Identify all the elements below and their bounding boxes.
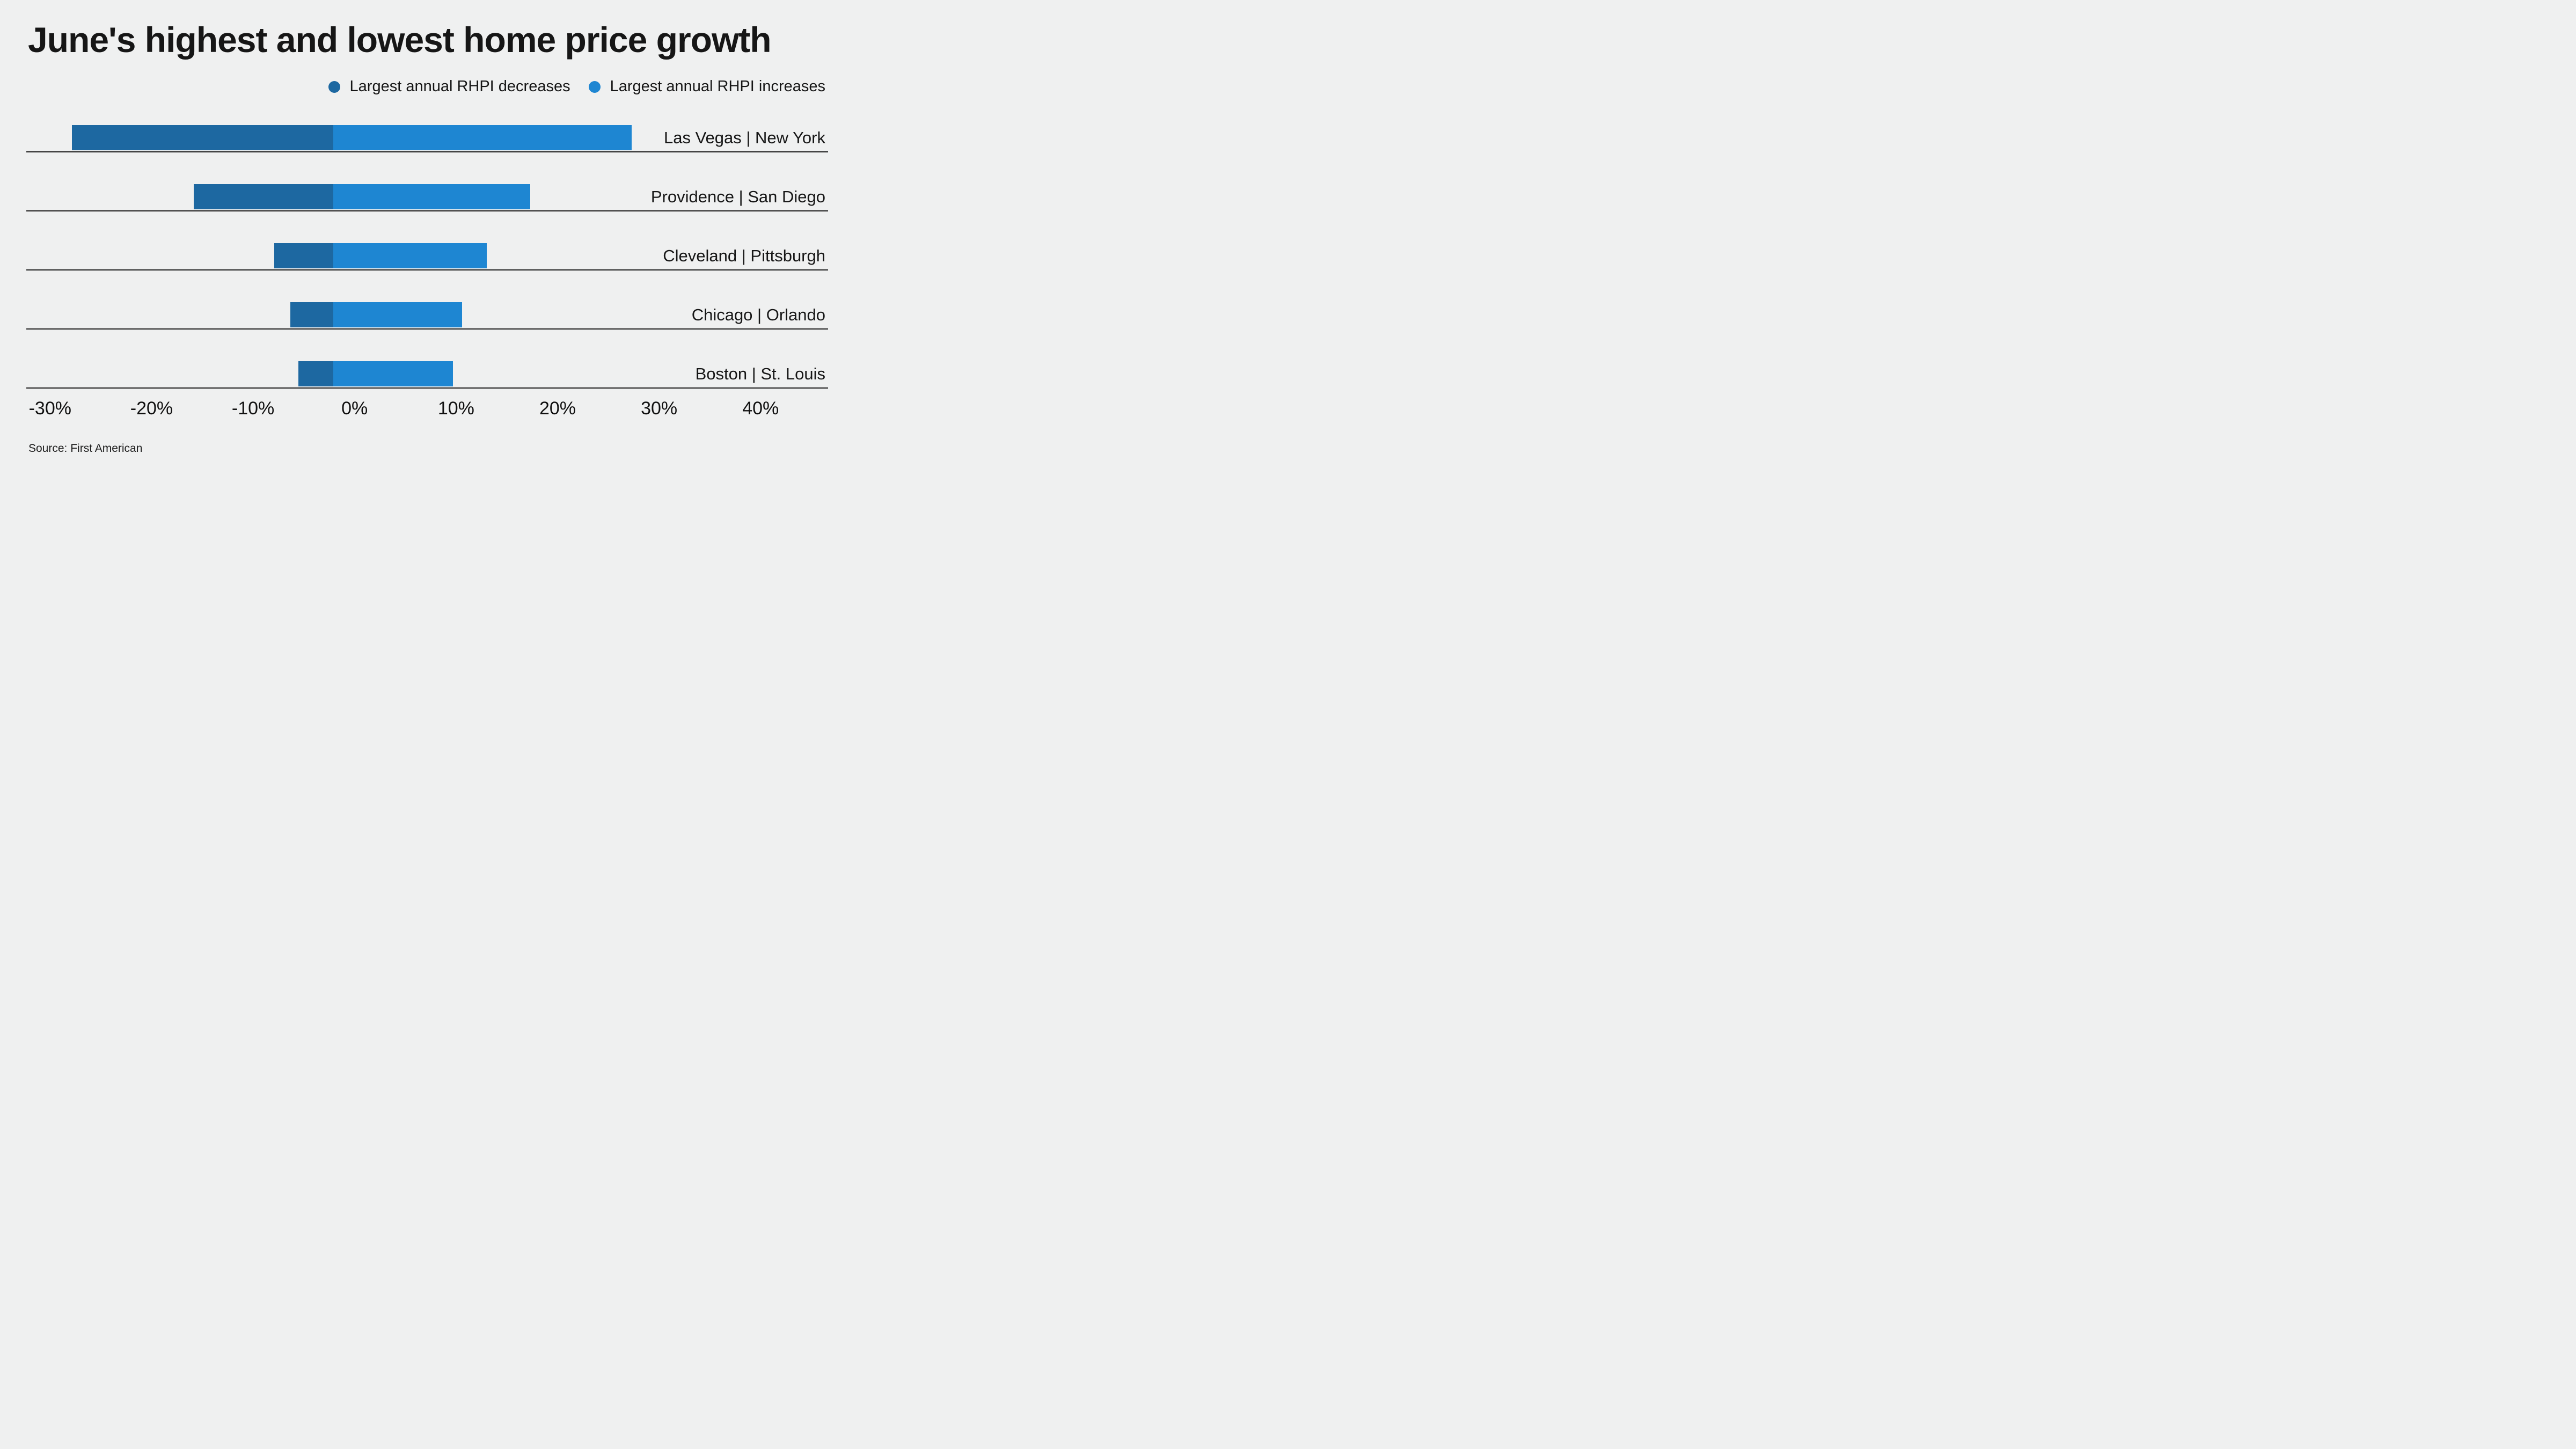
axis-tick-label: 40% <box>742 398 779 419</box>
chart-row: Chicago | Orlando <box>0 298 859 357</box>
chart-title: June's highest and lowest home price gro… <box>28 20 772 60</box>
chart-row: Cleveland | Pittsburgh <box>0 239 859 298</box>
row-baseline <box>26 151 828 152</box>
increases-dot-icon <box>588 80 601 93</box>
row-baseline <box>26 269 828 270</box>
legend-item-decreases: Largest annual RHPI decreases <box>328 78 570 96</box>
row-label: Las Vegas | New York <box>663 128 825 147</box>
row-baseline <box>26 328 828 330</box>
row-label: Chicago | Orlando <box>691 305 825 324</box>
row-label: Providence | San Diego <box>650 187 825 206</box>
axis-tick-label: 0% <box>341 398 368 419</box>
chart-row: Providence | San Diego <box>0 180 859 239</box>
source-note: Source: First American <box>28 442 143 455</box>
decrease-bar <box>298 361 333 386</box>
row-baseline <box>26 210 828 211</box>
x-axis: -30% -20% -10% 0% 10% 20% 30% 40% <box>0 398 859 421</box>
axis-tick-label: -20% <box>130 398 173 419</box>
increase-bar <box>333 125 632 150</box>
row-label: Boston | St. Louis <box>695 364 825 383</box>
decrease-bar <box>274 243 333 268</box>
decrease-bar <box>290 302 333 327</box>
axis-tick-label: -30% <box>28 398 71 419</box>
legend: Largest annual RHPI decreases Largest an… <box>328 78 825 96</box>
row-label: Cleveland | Pittsburgh <box>663 246 825 265</box>
legend-label-increases: Largest annual RHPI increases <box>610 78 825 95</box>
legend-label-decreases: Largest annual RHPI decreases <box>349 78 570 95</box>
decreases-dot-icon <box>328 80 340 93</box>
axis-tick-label: 30% <box>641 398 678 419</box>
increase-bar <box>333 361 453 386</box>
chart-row: Boston | St. Louis <box>0 357 859 416</box>
chart-row: Las Vegas | New York <box>0 121 859 180</box>
increase-bar <box>333 243 487 268</box>
axis-tick-label: 20% <box>539 398 576 419</box>
decrease-bar <box>194 184 333 209</box>
increase-bar <box>333 302 463 327</box>
legend-item-increases: Largest annual RHPI increases <box>588 78 825 96</box>
row-baseline <box>26 387 828 389</box>
axis-tick-label: -10% <box>231 398 275 419</box>
axis-tick-label: 10% <box>437 398 474 419</box>
increase-bar <box>333 184 530 209</box>
chart: June's highest and lowest home price gro… <box>0 0 859 483</box>
decrease-bar <box>72 125 333 150</box>
